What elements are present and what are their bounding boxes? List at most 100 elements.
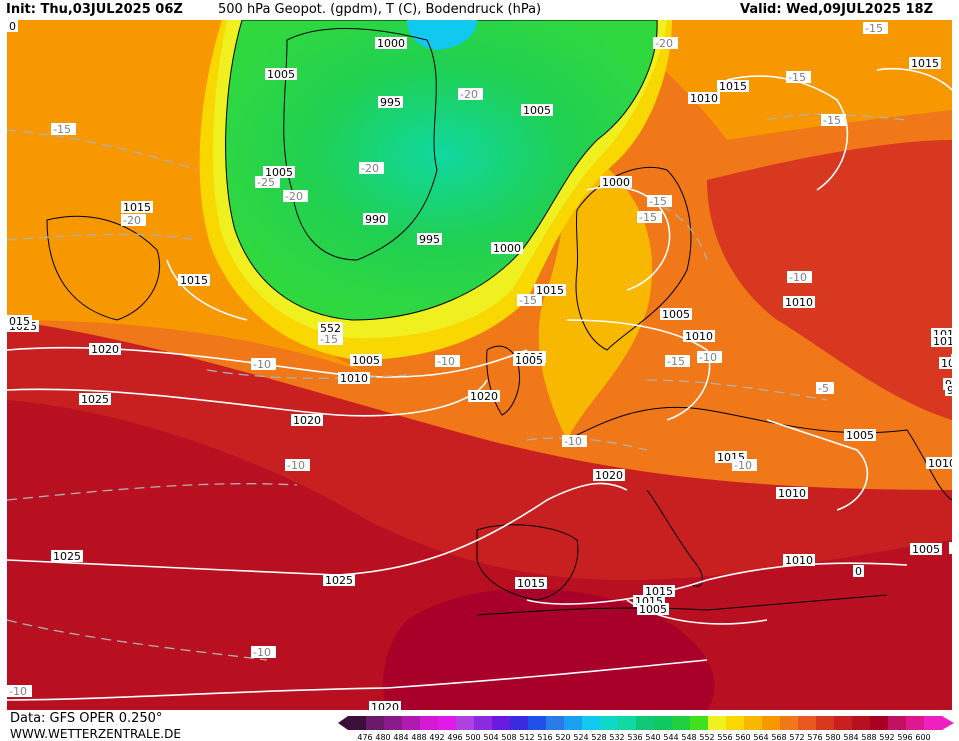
colorbar-swatch: [816, 716, 835, 730]
svg-text:1005: 1005: [352, 354, 380, 367]
website-label: WWW.WETTERZENTRALE.DE: [10, 727, 181, 741]
colorbar-tick-label: 492: [429, 733, 444, 741]
colorbar-swatch: [672, 716, 691, 730]
temperature-label: -15: [517, 294, 542, 307]
svg-text:1015: 1015: [517, 577, 545, 590]
map-title: 500 hPa Geopot. (gpdm), T (C), Bodendruc…: [218, 2, 542, 17]
colorbar-swatch: [744, 716, 763, 730]
svg-text:-15: -15: [788, 71, 806, 84]
colorbar-tick-label: 552: [699, 733, 714, 741]
colorbar-legend: 476 480 484 488 492 496 500 504 508 512 516 520 524 5…: [338, 716, 954, 741]
svg-text:1015: 1015: [645, 585, 673, 598]
svg-text:-20: -20: [655, 37, 673, 50]
svg-text:-5: -5: [818, 382, 829, 395]
colorbar-swatch: [528, 716, 547, 730]
svg-text:1010: 1010: [928, 457, 952, 470]
colorbar-tick-label: 548: [681, 733, 696, 741]
colorbar-swatch: [636, 716, 655, 730]
colorbar-tick-label: 544: [663, 733, 678, 741]
colorbar-swatches: [338, 716, 954, 730]
pressure-label: 1025: [51, 550, 83, 563]
colorbar-tick-label: 484: [393, 733, 408, 741]
britain-coast: [486, 345, 521, 416]
colorbar-swatch: [348, 716, 367, 730]
temperature-label: -20: [283, 190, 308, 203]
colorbar-tick-label: 500: [465, 733, 480, 741]
temperature-label: -10: [285, 459, 310, 472]
svg-text:1005: 1005: [523, 104, 551, 117]
colorbar-swatch: [780, 716, 799, 730]
pressure-label: 1015: [717, 80, 749, 93]
colorbar-tick-label: 596: [897, 733, 912, 741]
temperature-label: -15: [821, 114, 846, 127]
svg-text:-15: -15: [823, 114, 841, 127]
pressure-label: 1015: [515, 577, 547, 590]
colorbar-tick-label: 532: [609, 733, 624, 741]
colorbar-swatch: [870, 716, 889, 730]
svg-text:1015: 1015: [719, 80, 747, 93]
header: Init: Thu,03JUL2025 06Z 500 hPa Geopot. …: [0, 0, 959, 22]
pressure-label: 1005: [350, 354, 382, 367]
svg-text:-10: -10: [287, 459, 305, 472]
italy-coast: [646, 489, 703, 587]
colorbar-tick-label: 556: [717, 733, 732, 741]
colorbar-swatch: [906, 716, 925, 730]
pressure-label: 1010: [783, 296, 815, 309]
svg-text:-15: -15: [667, 355, 685, 368]
svg-text:1010: 1010: [778, 487, 806, 500]
pressure-label: 1000: [600, 176, 632, 189]
colorbar-tick-label: 508: [501, 733, 516, 741]
valid-time-label: Valid: Wed,09JUL2025 18Z: [740, 2, 933, 17]
svg-text:-25: -25: [257, 176, 275, 189]
pressure-label: 1000: [375, 37, 407, 50]
svg-text:-15: -15: [53, 123, 71, 136]
colorbar-swatch: [582, 716, 601, 730]
colorbar-swatch: [474, 716, 493, 730]
geopotential-label: 552: [318, 322, 343, 335]
temperature-label: -10: [562, 435, 587, 448]
svg-text:1020: 1020: [595, 469, 623, 482]
colorbar-swatch: [384, 716, 403, 730]
scandinavia-coast: [575, 166, 692, 351]
svg-text:-10: -10: [253, 646, 271, 659]
temperature-label: -20: [121, 214, 146, 227]
colorbar-swatch: [600, 716, 619, 730]
colorbar-tick-label: 528: [591, 733, 606, 741]
svg-text:-10: -10: [789, 271, 807, 284]
svg-text:1010: 1010: [340, 372, 368, 385]
svg-text:-10: -10: [9, 685, 27, 698]
colorbar-swatch: [762, 716, 781, 730]
pressure-label: 1020: [468, 390, 500, 403]
svg-text:1005: 1005: [265, 166, 293, 179]
svg-text:1020: 1020: [293, 414, 321, 427]
temperature-label: -15: [51, 123, 76, 136]
colorbar-tick-label: 480: [375, 733, 390, 741]
colorbar-swatch: [654, 716, 673, 730]
pressure-label: 1020: [593, 469, 625, 482]
temperature-label: -10: [251, 358, 276, 371]
svg-text:1015: 1015: [536, 284, 564, 297]
svg-text:99: 99: [947, 384, 952, 397]
africa-coast: [476, 594, 888, 616]
pressure-label: 1010: [683, 330, 715, 343]
svg-text:0: 0: [9, 20, 16, 33]
svg-text:-15: -15: [639, 211, 657, 224]
temperature-label: -15: [786, 71, 811, 84]
svg-text:1025: 1025: [325, 574, 353, 587]
colorbar-tick-label: 592: [879, 733, 894, 741]
svg-text:1025: 1025: [53, 550, 81, 563]
temperature-label: -10: [732, 459, 757, 472]
colorbar-tick-label: 560: [735, 733, 750, 741]
svg-text:995: 995: [419, 233, 440, 246]
svg-text:1005: 1005: [639, 603, 667, 616]
pressure-label: 990: [363, 213, 388, 226]
svg-text:1010: 1010: [941, 357, 952, 370]
colorbar-tick-label: 536: [627, 733, 642, 741]
pressure-label: 1015: [909, 57, 941, 70]
colorbar-tick-label: 580: [825, 733, 840, 741]
svg-text:1005: 1005: [662, 308, 690, 321]
svg-text:-10: -10: [699, 351, 717, 364]
colorbar-swatch: [798, 716, 817, 730]
pressure-label: 1005: [910, 543, 942, 556]
svg-text:1025: 1025: [81, 393, 109, 406]
